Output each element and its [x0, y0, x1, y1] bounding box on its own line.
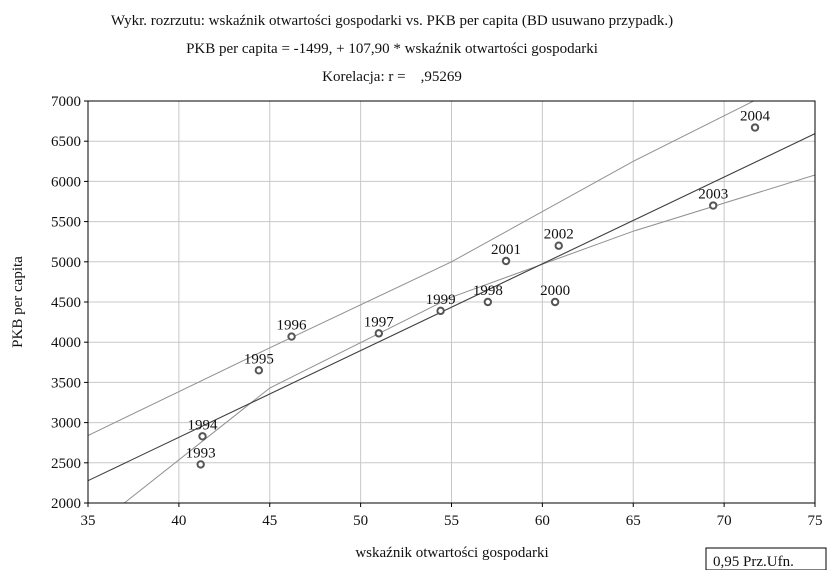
confidence-upper-line	[88, 101, 755, 436]
x-axis-title: wskaźnik otwartości gospodarki	[355, 545, 548, 561]
data-points: 1993 1994 1995 1996 1997 1998 1999 2000 2001 2002…	[186, 109, 771, 469]
x-tick-label: 60	[535, 513, 550, 529]
point-label-1999: 1999	[426, 292, 456, 308]
data-point-2003	[709, 201, 718, 210]
x-tick-label: 75	[808, 513, 823, 529]
y-axis-title: PKB per capita	[10, 256, 26, 348]
point-label-2000: 2000	[540, 283, 570, 299]
legend-box	[705, 547, 827, 570]
data-point-1995	[254, 366, 264, 375]
chart-title: Wykr. rozrzutu: wskaźnik otwartości gosp…	[111, 13, 673, 29]
point-label-2001: 2001	[491, 242, 521, 258]
data-point-2004	[750, 123, 760, 132]
data-point-1998	[483, 297, 493, 307]
regression-line	[88, 133, 815, 482]
data-point-1996	[287, 332, 296, 341]
point-label-1994: 1994	[188, 417, 219, 433]
correlation-text: Korelacja: r = ,95269	[322, 69, 462, 85]
x-tick-label: 65	[626, 513, 641, 529]
y-tick-label: 2500	[51, 456, 81, 472]
x-tick-label: 45	[262, 513, 277, 529]
confidence-band	[88, 101, 815, 503]
point-label-1996: 1996	[277, 318, 308, 334]
y-tick-label: 5500	[51, 215, 81, 231]
y-tick-label: 4500	[51, 295, 81, 311]
point-label-1993: 1993	[186, 445, 216, 461]
y-tick-label: 7000	[51, 94, 81, 110]
legend-label: 0,95 Prz.Ufn.	[713, 554, 794, 570]
regression-layer	[88, 133, 815, 482]
y-tick-label: 4000	[51, 335, 81, 351]
title-group: Wykr. rozrzutu: wskaźnik otwartości gosp…	[111, 13, 673, 85]
x-tick-label: 40	[171, 513, 186, 529]
point-label-1995: 1995	[244, 351, 274, 367]
x-tick-label: 35	[81, 513, 96, 529]
x-tick-label: 50	[353, 513, 368, 529]
data-point-1993	[196, 460, 205, 469]
x-tick-label: 55	[444, 513, 459, 529]
data-point-1994	[198, 432, 207, 441]
data-point-2002	[554, 241, 563, 250]
confidence-lower-line	[123, 174, 815, 503]
data-point-2000	[550, 297, 560, 307]
ticks: 35 40 45 50 55 60 65 70 75 2000 2500 3000 3500 4000 45…	[51, 94, 823, 529]
point-label-1998: 1998	[473, 283, 503, 299]
y-tick-label: 3000	[51, 416, 81, 432]
y-tick-label: 6500	[51, 134, 81, 150]
data-point-1999	[436, 306, 445, 316]
point-label-2002: 2002	[544, 227, 574, 243]
y-tick-label: 3500	[51, 375, 81, 391]
legend: 0,95 Prz.Ufn.	[705, 547, 827, 570]
point-label-2003: 2003	[698, 187, 728, 203]
data-point-2001	[501, 256, 511, 266]
data-point-1997	[374, 329, 383, 338]
y-tick-label: 5000	[51, 255, 81, 271]
point-label-1997: 1997	[364, 314, 395, 330]
y-tick-label: 2000	[51, 496, 81, 512]
chart-subtitle: PKB per capita = -1499, + 107,90 * wskaź…	[186, 41, 598, 57]
point-label-2004: 2004	[740, 109, 771, 125]
x-tick-label: 70	[717, 513, 732, 529]
y-tick-label: 6000	[51, 174, 81, 190]
